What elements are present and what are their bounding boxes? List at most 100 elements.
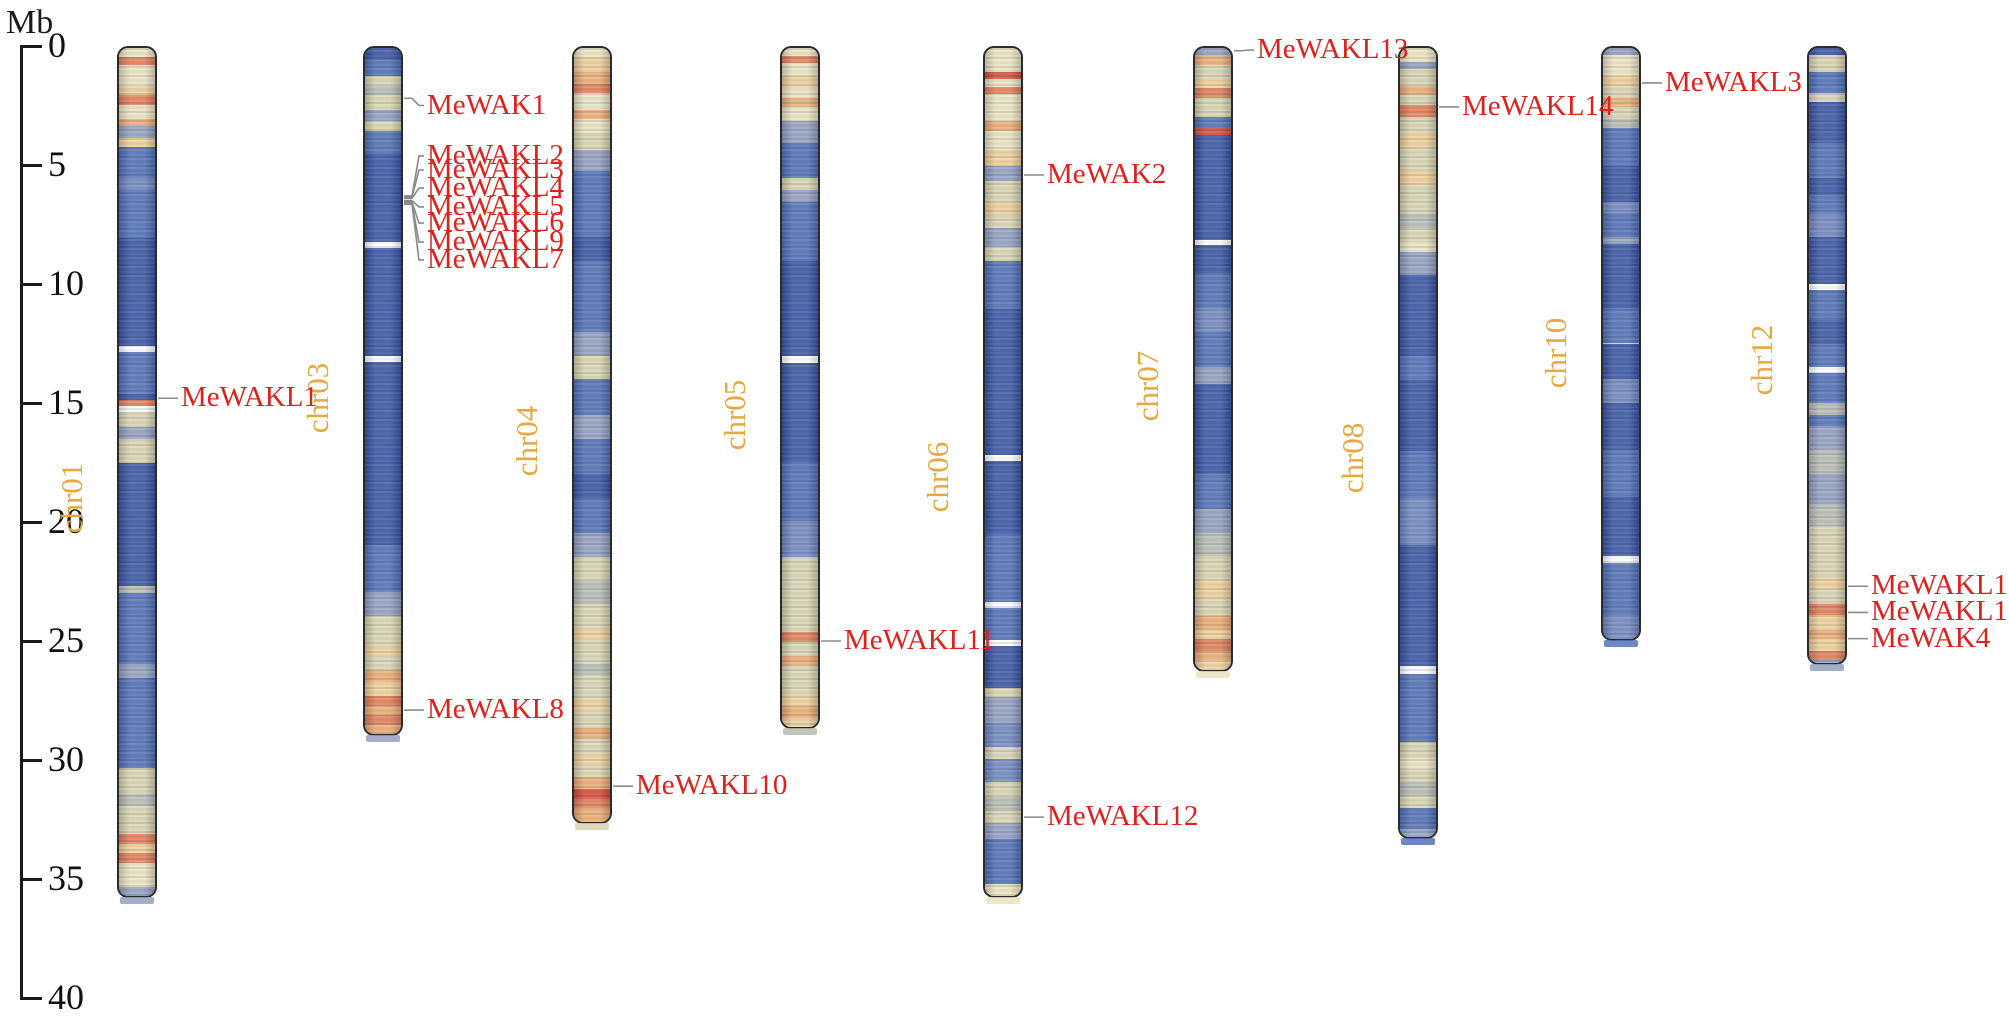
density-segment <box>985 839 1021 885</box>
density-segment <box>1603 308 1639 344</box>
density-segment <box>782 56 818 64</box>
density-segment <box>574 71 610 84</box>
axis-tick <box>20 520 42 524</box>
density-segment <box>574 119 610 134</box>
density-segment <box>1809 577 1845 590</box>
density-segment <box>1400 171 1436 186</box>
density-segment <box>1603 378 1639 403</box>
density-segment <box>574 765 610 778</box>
axis-tick-label: 20 <box>48 501 84 541</box>
density-segment <box>574 355 610 380</box>
chromosome-tip <box>120 897 154 905</box>
density-segment <box>365 355 401 362</box>
density-segment <box>782 189 818 202</box>
density-segment <box>365 85 401 96</box>
density-segment <box>1400 741 1436 759</box>
gene-label-MeWAKL2: MeWAKL2 <box>427 138 564 171</box>
density-segment <box>574 261 610 333</box>
density-segment <box>1195 473 1231 510</box>
density-segment <box>1195 116 1231 129</box>
density-segment <box>782 76 818 89</box>
density-segment <box>782 355 818 363</box>
density-segment <box>574 699 610 711</box>
density-segment <box>119 147 155 179</box>
density-segment <box>1400 796 1436 809</box>
density-segment <box>1195 509 1231 533</box>
density-segment <box>985 758 1021 783</box>
density-segment <box>1195 272 1231 309</box>
density-segment <box>782 632 818 642</box>
density-segment <box>1195 48 1231 56</box>
density-segment <box>574 379 610 415</box>
axis-tick <box>20 877 42 881</box>
density-segment <box>985 608 1021 641</box>
density-segment <box>574 798 610 809</box>
density-segment <box>782 142 818 179</box>
chromosome-tip <box>986 897 1020 905</box>
density-segment <box>119 592 155 664</box>
density-texture <box>1809 48 1845 663</box>
density-segment <box>1809 284 1845 291</box>
density-segment <box>119 411 155 427</box>
density-segment <box>1400 104 1436 117</box>
density-segment <box>574 109 610 120</box>
density-segment <box>365 592 401 616</box>
density-segment <box>985 149 1021 167</box>
chromosome-tip <box>575 823 609 831</box>
density-segment <box>1195 629 1231 640</box>
chromosome-chr06 <box>983 46 1023 899</box>
density-segment <box>985 48 1021 72</box>
density-segment <box>1195 660 1231 670</box>
density-segment <box>119 190 155 238</box>
density-segment <box>119 57 155 65</box>
chromosome-label-chr07: chr07 <box>1130 351 1165 422</box>
density-segment <box>985 261 1021 309</box>
density-segment <box>1809 319 1845 344</box>
gene-label-MeWAKL7: MeWAKL7 <box>427 242 564 275</box>
density-segment <box>119 806 155 835</box>
density-segment <box>1195 97 1231 117</box>
density-segment <box>1400 227 1436 243</box>
density-segment <box>1195 331 1231 368</box>
density-segment <box>1400 275 1436 356</box>
density-segment <box>985 697 1021 724</box>
density-segment <box>119 104 155 120</box>
density-segment <box>985 180 1021 202</box>
density-segment <box>1603 97 1639 108</box>
axis-tick-label: 35 <box>48 858 84 898</box>
density-segment <box>1809 55 1845 72</box>
density-segment <box>782 521 818 557</box>
density-segment <box>119 678 155 769</box>
density-segment <box>1400 48 1436 63</box>
density-texture <box>1195 48 1231 670</box>
chromosome-chr12 <box>1807 46 1847 665</box>
density-segment <box>574 739 610 754</box>
density-segment <box>119 768 155 795</box>
chromosome-chr04 <box>572 46 612 825</box>
density-segment <box>985 71 1021 79</box>
density-segment <box>574 332 610 356</box>
density-segment <box>574 237 610 262</box>
density-segment <box>985 723 1021 747</box>
chromosome-chr08 <box>1398 46 1438 839</box>
density-segment <box>782 656 818 666</box>
density-segment <box>119 138 155 148</box>
density-segment <box>119 862 155 887</box>
density-segment <box>1400 808 1436 830</box>
density-segment <box>782 462 818 522</box>
chromosome-chr05 <box>780 46 820 730</box>
density-segment <box>119 393 155 400</box>
density-segment <box>985 87 1021 95</box>
density-segment <box>574 48 610 58</box>
density-segment <box>1809 603 1845 616</box>
leader-line <box>404 169 424 198</box>
density-texture <box>119 48 155 897</box>
density-segment <box>574 580 610 605</box>
density-segment <box>1809 615 1845 630</box>
density-segment <box>365 361 401 545</box>
density-segment <box>985 308 1021 456</box>
density-segment <box>985 94 1021 122</box>
density-segment <box>1603 497 1639 557</box>
density-segment <box>985 533 1021 603</box>
leader-line <box>404 187 424 200</box>
